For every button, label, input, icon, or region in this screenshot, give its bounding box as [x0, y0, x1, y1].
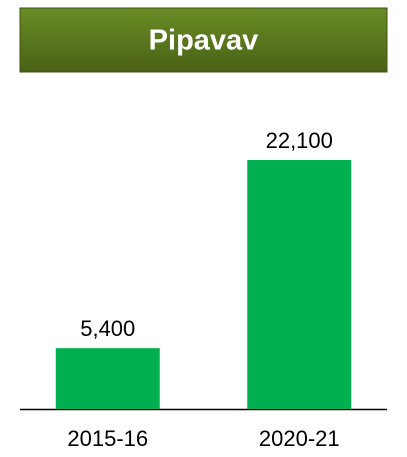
x-tick-label: 2020-21: [259, 426, 340, 451]
chart-title: Pipavav: [149, 25, 259, 57]
value-label: 22,100: [266, 128, 333, 153]
x-tick-label: 2015-16: [67, 426, 148, 451]
bar: [247, 160, 352, 409]
bar: [55, 348, 160, 409]
title-box: [19, 7, 388, 73]
value-label: 5,400: [80, 316, 135, 341]
